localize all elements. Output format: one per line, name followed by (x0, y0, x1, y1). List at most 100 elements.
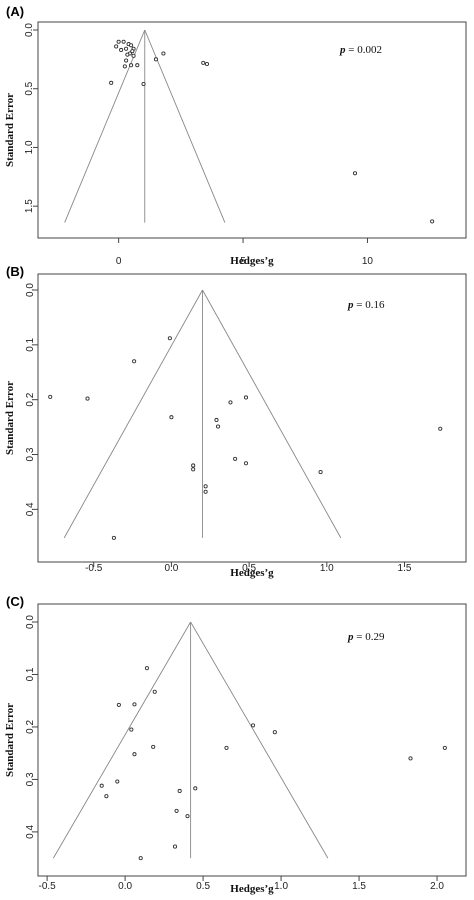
data-point (215, 424, 221, 429)
y-tick-label: 0.0 (25, 283, 36, 297)
x-tick-label: 0.0 (118, 881, 132, 892)
panel-a: (A) 0 5 10 0.0 0.5 1.0 1.5 Hedges’g Standard Err… (0, 0, 474, 270)
data-point (233, 456, 238, 461)
x-tick-label: 0 (116, 256, 122, 267)
x-tick-label: 10 (362, 256, 374, 267)
data-point (224, 745, 229, 750)
data-point (129, 727, 134, 732)
data-point (193, 786, 198, 791)
y-tick-label: 0.3 (25, 447, 36, 461)
data-point (174, 808, 179, 813)
data-point (191, 467, 196, 472)
data-point (121, 39, 126, 44)
data-point (124, 58, 129, 63)
data-point (114, 44, 119, 49)
y-tick-label: 0.0 (25, 615, 36, 629)
data-point (85, 396, 90, 401)
data-point (132, 752, 137, 757)
y-tick-label: 0.4 (25, 502, 36, 516)
funnel-right-line (190, 621, 329, 859)
panel-b: (B) -0.5 0.0 0.5 1.0 1.5 0.0 0.1 0.2 0.3 0.4 Hedge… (0, 262, 474, 582)
plot-frame (37, 273, 467, 563)
data-point (124, 46, 129, 51)
y-tick-label: 0.3 (25, 772, 36, 786)
data-point (318, 470, 323, 475)
data-point (201, 60, 206, 65)
data-point (172, 844, 178, 849)
y-tick-label: 0.4 (25, 825, 36, 839)
data-point (177, 788, 182, 794)
x-tick-label: 1.5 (398, 563, 412, 574)
data-point (243, 461, 249, 466)
y-tick-label: 1.5 (24, 199, 35, 213)
plot-frame (37, 21, 467, 239)
panel-c: (C) -0.5 0.0 0.5 1.0 1.5 2.0 0.0 0.1 0.2 0.3 0.4 He… (0, 592, 474, 900)
data-point (141, 81, 146, 87)
data-point (122, 64, 127, 69)
x-axis-title: Hedges’g (230, 883, 274, 895)
panel-label: (C) (6, 594, 25, 609)
y-axis-title: Standard Error (4, 703, 16, 777)
data-point (228, 400, 233, 405)
plot-frame (37, 603, 467, 877)
p-value-annotation: p = 0.16 (347, 299, 385, 311)
data-point (161, 51, 166, 56)
data-point (152, 689, 157, 694)
data-point (191, 463, 196, 468)
data-point (442, 745, 447, 750)
funnel-plot-c: -0.5 0.0 0.5 1.0 1.5 2.0 0.0 0.1 0.2 0.3 0.4 Hedges… (4, 603, 467, 895)
x-axis-title: Hedges’g (230, 255, 274, 267)
funnel-plot-b: -0.5 0.0 0.5 1.0 1.5 0.0 0.1 0.2 0.3 0.4 Hedges’g S… (4, 273, 467, 579)
data-point (185, 814, 190, 819)
data-point (116, 39, 121, 44)
data-point (135, 63, 140, 68)
x-tick-label: 0.0 (164, 563, 178, 574)
y-tick-label: 0.5 (24, 81, 35, 95)
p-value-annotation: p = 0.29 (347, 631, 385, 643)
x-tick-label: 1.0 (274, 881, 288, 892)
data-point (408, 756, 413, 761)
x-tick-label: -0.5 (85, 563, 103, 574)
data-point (214, 417, 219, 423)
data-point (109, 80, 114, 85)
data-point (131, 53, 136, 58)
y-tick-label: 1.0 (24, 140, 35, 154)
data-point (430, 219, 435, 224)
data-point (99, 783, 104, 788)
x-tick-label: 2.0 (430, 881, 444, 892)
y-tick-label: 0.1 (25, 337, 36, 351)
funnel-left-line (63, 289, 203, 539)
x-tick-label: 5 (240, 256, 246, 267)
x-axis-title: Hedges’g (230, 567, 274, 579)
funnel-right-line (202, 289, 342, 539)
data-point (438, 426, 443, 431)
x-tick-label: 1.5 (352, 881, 366, 892)
funnel-left-line (64, 29, 146, 223)
data-point (48, 394, 53, 399)
x-tick-label: -0.5 (39, 881, 57, 892)
y-tick-label: 0.0 (24, 23, 35, 37)
data-point (169, 415, 174, 420)
data-point (125, 52, 130, 57)
data-point (129, 63, 134, 68)
data-point (272, 730, 277, 735)
data-point (104, 794, 109, 799)
y-tick-label: 0.1 (25, 667, 36, 681)
x-tick-label: 1.0 (320, 563, 334, 574)
data-point (116, 702, 121, 707)
data-point (167, 336, 172, 341)
data-point (138, 856, 143, 861)
data-point (130, 49, 135, 54)
data-point (129, 43, 134, 48)
x-tick-label: 0.5 (242, 563, 256, 574)
data-point (352, 171, 358, 176)
data-point (203, 484, 208, 489)
data-point (243, 395, 249, 400)
x-tick-label: 0.5 (196, 881, 210, 892)
data-point (132, 359, 137, 364)
panel-label: (B) (6, 264, 25, 279)
data-point (115, 779, 120, 784)
funnel-left-line (52, 621, 192, 859)
data-point (204, 62, 210, 67)
p-value-annotation: p = 0.002 (339, 44, 382, 56)
